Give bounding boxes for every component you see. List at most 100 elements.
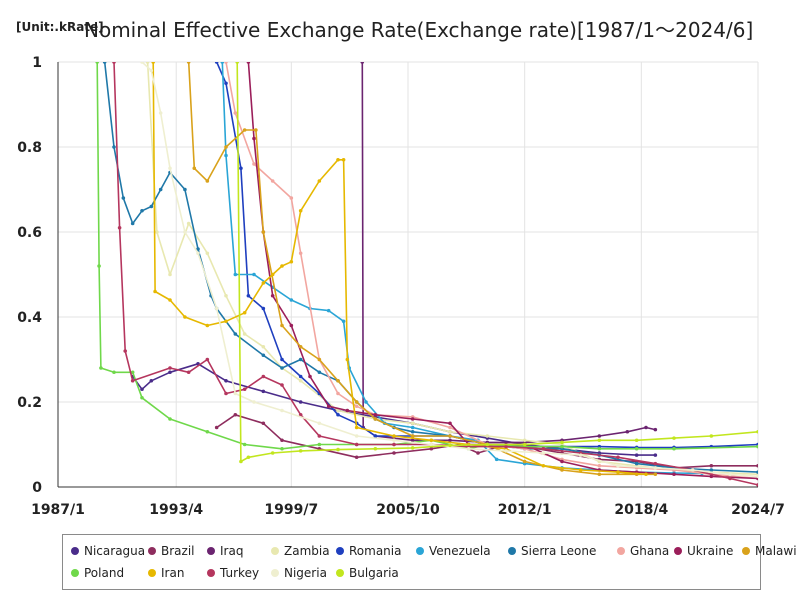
data-point-ukraine [246, 62, 251, 64]
y-tick-label: 0.4 [17, 310, 42, 326]
data-point-iran [298, 208, 303, 213]
data-point-ukraine [410, 417, 415, 421]
data-point-iraq [644, 425, 648, 430]
data-point-turkey [112, 62, 116, 64]
data-point-turkey [392, 442, 396, 447]
data-point-malawi [242, 128, 247, 132]
series-line-malawi [187, 62, 656, 476]
legend-item-turkey: Turkey [207, 566, 259, 580]
y-tick-label: 1 [32, 55, 42, 71]
data-point-zambia [298, 378, 303, 383]
data-point-sierra-leone [634, 461, 639, 466]
legend-marker [336, 547, 344, 555]
legend-label: Iraq [220, 544, 244, 558]
legend-item-ukraine: Ukraine [674, 544, 733, 558]
data-point-nigeria [280, 408, 284, 413]
data-point-iran [289, 259, 294, 264]
data-point-zambia [145, 62, 150, 64]
legend-label: Zambia [284, 544, 330, 558]
data-point-sierra-leone [298, 357, 303, 362]
data-point-malawi [522, 459, 527, 464]
data-point-malawi [448, 434, 452, 438]
legend-label: Ghana [630, 544, 670, 558]
data-point-venezuela [410, 425, 415, 430]
data-point-malawi [280, 323, 284, 328]
data-point-poland [242, 442, 247, 447]
data-point-poland [99, 366, 103, 370]
data-point-brazil [756, 463, 758, 468]
data-point-nigeria [214, 306, 219, 311]
x-tick-label: 2018/4 [614, 502, 668, 518]
data-point-sierra-leone [140, 208, 144, 213]
data-point-turkey [541, 446, 546, 451]
data-point-malawi [224, 145, 228, 149]
data-point-ukraine [448, 421, 452, 426]
data-point-brazil [354, 455, 359, 460]
data-point-turkey [728, 476, 732, 481]
y-tick-label: 0 [32, 480, 42, 496]
data-point-bulgaria [235, 62, 239, 64]
data-point-iran [151, 62, 155, 64]
data-point-ukraine [373, 412, 378, 417]
data-point-nigeria [233, 391, 238, 396]
legend-item-iraq: Iraq [207, 544, 243, 558]
data-point-turkey [354, 442, 359, 447]
data-point-brazil [233, 412, 238, 417]
data-point-sierra-leone [196, 247, 200, 251]
x-tick-label: 1987/1 [31, 502, 85, 518]
data-point-poland [317, 442, 322, 447]
data-point-nigeria [392, 438, 396, 443]
legend-marker [148, 569, 156, 577]
series-group [95, 62, 758, 487]
unit-label: [Unit:.kRate] [16, 20, 104, 34]
data-point-poland [560, 444, 564, 449]
data-point-bulgaria [522, 442, 527, 447]
legend-item-romania: Romania [336, 544, 401, 558]
data-point-malawi [254, 128, 258, 132]
legend-label: Iran [161, 566, 185, 580]
data-point-bulgaria [239, 459, 243, 464]
data-point-nigeria [616, 463, 620, 468]
data-point-nicaragua [261, 389, 266, 394]
data-point-poland [130, 370, 135, 375]
data-point-sierra-leone [149, 204, 154, 209]
chart-title: Nominal Effective Exchange Rate(Exchange… [84, 18, 754, 42]
legend-item-zambia: Zambia [271, 544, 330, 558]
data-point-venezuela [252, 272, 256, 277]
data-point-poland [280, 446, 284, 451]
data-point-romania [224, 81, 228, 86]
data-point-iran [168, 298, 172, 302]
legend-label: Sierra Leone [521, 544, 597, 558]
data-point-iran [392, 434, 396, 438]
data-point-nigeria [429, 442, 434, 447]
data-point-turkey [280, 383, 284, 387]
data-point-romania [280, 357, 284, 362]
legend-item-sierra-leone: Sierra Leone [508, 544, 596, 558]
data-point-sierra-leone [183, 187, 187, 192]
data-point-romania [214, 62, 219, 64]
data-point-bulgaria [485, 442, 490, 447]
data-point-iran [317, 179, 322, 183]
legend-marker [207, 547, 215, 555]
y-tick-label: 0.2 [17, 395, 42, 411]
data-point-zambia [224, 293, 228, 298]
data-point-iran [224, 319, 228, 324]
data-point-nigeria [183, 230, 187, 234]
data-point-iran [341, 157, 346, 162]
data-point-poland [205, 429, 210, 434]
data-point-iraq [410, 438, 415, 443]
data-point-turkey [317, 434, 322, 438]
data-point-brazil [709, 463, 714, 468]
data-point-iran [242, 310, 247, 315]
legend-label: Nigeria [284, 566, 327, 580]
data-point-turkey [186, 370, 191, 375]
legend-item-bulgaria: Bulgaria [336, 566, 399, 580]
data-point-venezuela [233, 272, 238, 277]
legend-item-nigeria: Nigeria [271, 566, 327, 580]
data-point-venezuela [224, 153, 228, 158]
data-point-malawi [410, 434, 415, 438]
legend-marker [271, 569, 279, 577]
data-point-turkey [205, 357, 210, 362]
data-point-turkey [130, 378, 135, 383]
legend-marker [674, 547, 682, 555]
